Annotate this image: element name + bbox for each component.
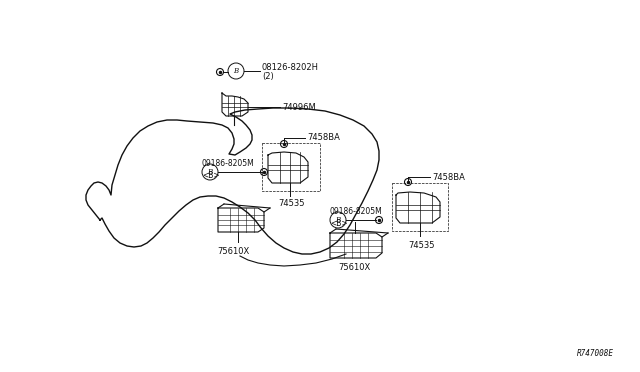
Text: B: B	[234, 67, 239, 75]
Bar	[392, 183, 448, 231]
Text: 08126-8202H: 08126-8202H	[262, 64, 319, 73]
Text: B: B	[207, 168, 212, 176]
Text: 74996M: 74996M	[282, 103, 316, 112]
Bar	[262, 143, 320, 191]
Text: 74535: 74535	[278, 199, 305, 208]
Text: 7458BA: 7458BA	[432, 173, 465, 182]
Text: 09186-8205M: 09186-8205M	[330, 208, 383, 217]
Text: B: B	[335, 216, 340, 224]
Text: 75610X: 75610X	[338, 263, 371, 273]
Text: 09186-8205M: 09186-8205M	[202, 160, 255, 169]
Text: <B>: <B>	[330, 219, 348, 228]
Text: 75610X: 75610X	[217, 247, 249, 257]
Text: 7458BA: 7458BA	[307, 134, 340, 142]
Text: R747008E: R747008E	[577, 349, 614, 358]
Text: <B>: <B>	[202, 171, 220, 180]
Text: 74535: 74535	[408, 241, 435, 250]
Text: (2): (2)	[262, 71, 274, 80]
